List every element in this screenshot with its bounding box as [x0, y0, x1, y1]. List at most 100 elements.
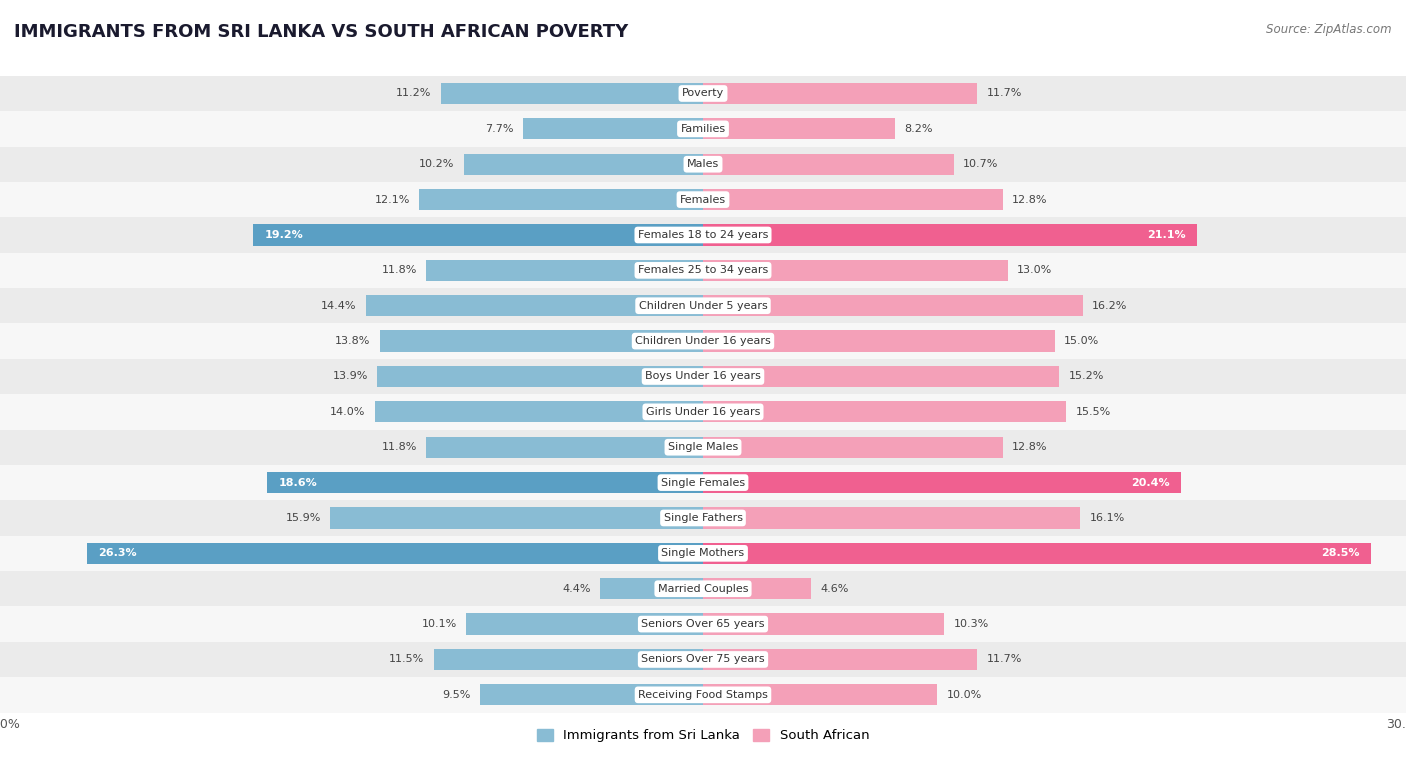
Text: 15.2%: 15.2%: [1069, 371, 1104, 381]
Text: 19.2%: 19.2%: [264, 230, 304, 240]
Bar: [464, 154, 703, 175]
Bar: [0, 394, 1406, 430]
Bar: [433, 649, 703, 670]
Text: 11.2%: 11.2%: [396, 89, 432, 99]
Bar: [703, 543, 1371, 564]
Bar: [703, 260, 1008, 281]
Text: 20.4%: 20.4%: [1130, 478, 1170, 487]
Text: Females 25 to 34 years: Females 25 to 34 years: [638, 265, 768, 275]
Text: Females: Females: [681, 195, 725, 205]
Bar: [703, 189, 1002, 210]
Bar: [0, 465, 1406, 500]
Bar: [0, 606, 1406, 642]
Text: 7.7%: 7.7%: [485, 124, 513, 134]
Text: 10.2%: 10.2%: [419, 159, 454, 169]
Text: 10.1%: 10.1%: [422, 619, 457, 629]
Bar: [426, 260, 703, 281]
Text: 11.7%: 11.7%: [987, 654, 1022, 665]
Bar: [375, 401, 703, 422]
Text: Single Mothers: Single Mothers: [661, 548, 745, 559]
Text: Married Couples: Married Couples: [658, 584, 748, 594]
Bar: [0, 146, 1406, 182]
Bar: [0, 536, 1406, 571]
Text: Receiving Food Stamps: Receiving Food Stamps: [638, 690, 768, 700]
Text: Poverty: Poverty: [682, 89, 724, 99]
Text: 12.8%: 12.8%: [1012, 442, 1047, 453]
Bar: [0, 677, 1406, 713]
Bar: [703, 401, 1066, 422]
Bar: [703, 507, 1080, 528]
Text: 11.5%: 11.5%: [389, 654, 425, 665]
Bar: [267, 472, 703, 493]
Text: IMMIGRANTS FROM SRI LANKA VS SOUTH AFRICAN POVERTY: IMMIGRANTS FROM SRI LANKA VS SOUTH AFRIC…: [14, 23, 628, 41]
Text: 8.2%: 8.2%: [904, 124, 934, 134]
Bar: [703, 295, 1083, 316]
Text: 15.0%: 15.0%: [1064, 336, 1099, 346]
Text: Single Fathers: Single Fathers: [664, 513, 742, 523]
Bar: [330, 507, 703, 528]
Bar: [366, 295, 703, 316]
Text: Seniors Over 75 years: Seniors Over 75 years: [641, 654, 765, 665]
Text: 14.4%: 14.4%: [321, 301, 356, 311]
Text: 4.6%: 4.6%: [820, 584, 849, 594]
Text: Single Males: Single Males: [668, 442, 738, 453]
Bar: [0, 252, 1406, 288]
Text: Females 18 to 24 years: Females 18 to 24 years: [638, 230, 768, 240]
Text: 4.4%: 4.4%: [562, 584, 591, 594]
Text: Seniors Over 65 years: Seniors Over 65 years: [641, 619, 765, 629]
Legend: Immigrants from Sri Lanka, South African: Immigrants from Sri Lanka, South African: [531, 724, 875, 747]
Text: 14.0%: 14.0%: [330, 407, 366, 417]
Text: 13.0%: 13.0%: [1017, 265, 1052, 275]
Bar: [703, 224, 1198, 246]
Text: 10.7%: 10.7%: [963, 159, 998, 169]
Text: 21.1%: 21.1%: [1147, 230, 1185, 240]
Bar: [377, 366, 703, 387]
Text: Source: ZipAtlas.com: Source: ZipAtlas.com: [1267, 23, 1392, 36]
Bar: [703, 83, 977, 104]
Text: 15.5%: 15.5%: [1076, 407, 1111, 417]
Text: 15.9%: 15.9%: [285, 513, 321, 523]
Text: 9.5%: 9.5%: [443, 690, 471, 700]
Bar: [703, 684, 938, 706]
Bar: [0, 500, 1406, 536]
Bar: [703, 330, 1054, 352]
Bar: [426, 437, 703, 458]
Text: 13.9%: 13.9%: [333, 371, 368, 381]
Bar: [703, 437, 1002, 458]
Text: 12.1%: 12.1%: [375, 195, 411, 205]
Bar: [87, 543, 703, 564]
Bar: [0, 76, 1406, 111]
Bar: [0, 288, 1406, 324]
Bar: [0, 642, 1406, 677]
Text: Males: Males: [688, 159, 718, 169]
Bar: [419, 189, 703, 210]
Bar: [481, 684, 703, 706]
Bar: [0, 571, 1406, 606]
Text: 13.8%: 13.8%: [335, 336, 370, 346]
Bar: [253, 224, 703, 246]
Bar: [467, 613, 703, 634]
Text: 16.2%: 16.2%: [1092, 301, 1128, 311]
Bar: [0, 359, 1406, 394]
Text: Children Under 16 years: Children Under 16 years: [636, 336, 770, 346]
Text: 12.8%: 12.8%: [1012, 195, 1047, 205]
Text: 10.3%: 10.3%: [953, 619, 988, 629]
Bar: [703, 118, 896, 139]
Text: 11.8%: 11.8%: [382, 442, 418, 453]
Bar: [703, 613, 945, 634]
Text: 11.7%: 11.7%: [987, 89, 1022, 99]
Bar: [0, 218, 1406, 252]
Text: Girls Under 16 years: Girls Under 16 years: [645, 407, 761, 417]
Bar: [440, 83, 703, 104]
Bar: [600, 578, 703, 600]
Bar: [0, 430, 1406, 465]
Text: 11.8%: 11.8%: [382, 265, 418, 275]
Bar: [523, 118, 703, 139]
Text: 26.3%: 26.3%: [98, 548, 136, 559]
Text: Families: Families: [681, 124, 725, 134]
Text: 28.5%: 28.5%: [1320, 548, 1360, 559]
Bar: [0, 324, 1406, 359]
Text: 10.0%: 10.0%: [946, 690, 981, 700]
Text: Single Females: Single Females: [661, 478, 745, 487]
Text: 18.6%: 18.6%: [278, 478, 318, 487]
